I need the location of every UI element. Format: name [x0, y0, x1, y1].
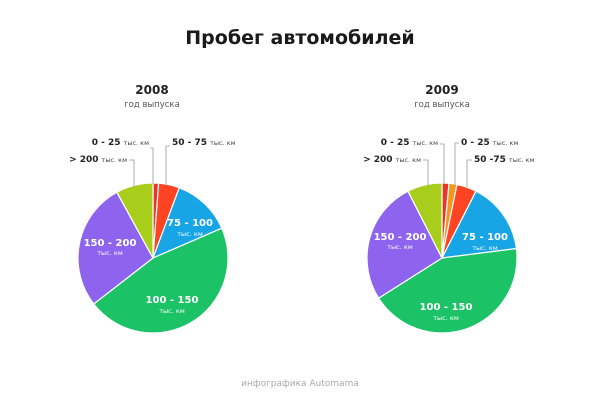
page-title: Пробег автомобилей	[185, 27, 414, 49]
slice-label: > 200 тыс. км	[69, 155, 127, 165]
pie-slice	[440, 190, 518, 259]
slice-unit: тыс. км	[159, 307, 185, 315]
slice-label: 150 - 200	[374, 232, 427, 243]
chart-2008-title: 2008	[135, 83, 168, 97]
chart-2009-title: 2009	[425, 83, 458, 97]
credit-text: инфографика Automama	[241, 379, 359, 389]
slice-label: 100 - 150	[420, 302, 473, 313]
slice-unit: тыс. км	[433, 314, 459, 322]
slice-label: 50 - 75 тыс. км	[172, 138, 236, 148]
slice-label: 0 - 25 тыс. км	[461, 138, 518, 148]
slice-label: 50 -75 тыс. км	[474, 155, 534, 165]
pie-slice	[77, 191, 154, 305]
pie-slice	[377, 247, 518, 334]
chart-2009-subtitle: год выпуска	[414, 100, 470, 110]
slice-label: 75 - 100	[167, 218, 213, 229]
pie-slice	[407, 182, 443, 259]
slice-label: > 200 тыс. км	[363, 155, 421, 165]
slice-unit: тыс. км	[387, 243, 413, 251]
slice-label: 0 - 25 тыс. км	[92, 138, 149, 148]
slice-label: 0 - 25 тыс. км	[381, 138, 438, 148]
pie-chart-2009	[366, 182, 518, 334]
chart-2009-labels: 0 - 25 тыс. км 0 - 25 тыс. км 50 -75 тыс. к…	[363, 138, 534, 322]
pie-chart-2008	[77, 182, 229, 334]
slice-label: 150 - 200	[84, 238, 137, 249]
chart-2008-subtitle: год выпуска	[124, 100, 180, 110]
pie-slice	[366, 190, 443, 300]
slice-unit: тыс. км	[472, 244, 498, 252]
slice-label: 100 - 150	[146, 295, 199, 306]
pie-slice	[151, 186, 223, 260]
slice-unit: тыс. км	[177, 230, 203, 238]
slice-label: 75 - 100	[462, 232, 508, 243]
slice-unit: тыс. км	[97, 249, 123, 257]
pie-slice	[92, 227, 229, 334]
chart-2008-labels: 0 - 25 тыс. км 50 - 75 тыс. км > 200 тыс. к…	[69, 138, 236, 315]
